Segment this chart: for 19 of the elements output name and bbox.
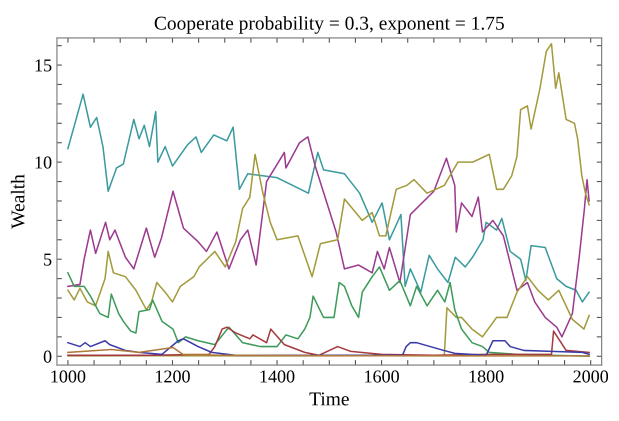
y-tick-label: 10: [36, 156, 52, 169]
y-tick-label: 5: [44, 254, 52, 266]
line-series: [67, 346, 590, 357]
y-tick-label: 0: [44, 350, 52, 363]
y-tick-label: 15: [36, 59, 52, 72]
y-axis-title: Wealth: [10, 174, 25, 229]
line-series: [67, 326, 590, 356]
line-series: [67, 136, 590, 338]
chart-title: Cooperate probability = 0.3, exponent = 1.75: [154, 16, 504, 34]
line-series: [67, 93, 590, 303]
x-tick-label: 1000: [51, 370, 86, 383]
x-tick-label: 1400: [260, 370, 294, 383]
line-series: [67, 338, 590, 356]
x-tick-label: 1600: [365, 370, 399, 383]
line-series: [67, 42, 590, 310]
x-axis-title: Time: [309, 392, 349, 406]
x-tick-label: 1800: [470, 370, 504, 383]
x-tick-label: 2000: [573, 370, 608, 383]
x-tick-label: 1200: [156, 370, 190, 383]
